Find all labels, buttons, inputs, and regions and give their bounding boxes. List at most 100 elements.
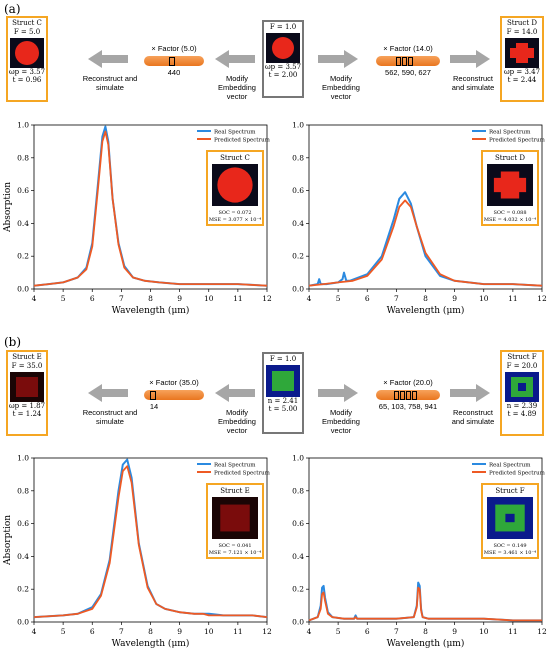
struct-c-factor: F = 5.0	[13, 28, 41, 36]
x-tick-label: 10	[479, 294, 489, 303]
x-tick-label: 8	[423, 294, 428, 303]
x-tick-label: 8	[423, 627, 428, 636]
y-axis-label: Absorption	[3, 182, 13, 233]
chart-struct-f: 4 5 6 7 8 9 10 11 12 0.0 0.2 0.4 0.6 0.8 1.0 Wavelength…	[292, 454, 547, 649]
flow-text-left-inner-b: Modify Embedding vector	[218, 408, 256, 435]
arrow-left-inner-a	[215, 50, 255, 68]
flow-text-left-outer-b: Reconstruct and simulate	[82, 408, 138, 426]
struct-f-title: Struct F	[507, 353, 537, 361]
struct-e-factor: F = 35.0	[11, 362, 43, 370]
flow-text-right-outer-a: Reconstruct and simulate	[451, 74, 495, 92]
y-tick-label: 0.8	[17, 153, 29, 162]
x-tick-label: 6	[90, 294, 95, 303]
chart-struct-c: 4 5 6 7 8 9 10 11 12 0.0 0.2 0.4 0.6 0.8 1.0 Wavelength…	[3, 121, 272, 316]
inset-circle	[217, 167, 253, 203]
struct-base-a-card: F = 1.0 ωp = 3.57 t = 2.00	[262, 20, 304, 98]
legend-entry: Predicted Spectrum	[214, 138, 271, 144]
x-tick-label: 9	[177, 294, 182, 303]
arrow-right-outer-a	[450, 50, 490, 68]
series-line-predicted	[33, 130, 268, 287]
arrow-left-inner-b	[215, 384, 255, 402]
x-axis-label: Wavelength (μm)	[112, 638, 190, 648]
inset-soc: SOC = 0.149	[493, 543, 526, 549]
y-tick-label: 0.2	[292, 585, 304, 594]
x-tick-label: 6	[365, 627, 370, 636]
x-tick-label: 7	[394, 294, 399, 303]
factor-label-left-b: × Factor (35.0)	[149, 378, 199, 387]
x-tick-label: 4	[307, 627, 312, 636]
chart-struct-d: 4 5 6 7 8 9 10 11 12 0.0 0.2 0.4 0.6 0.8 1.0 Wavelength…	[292, 121, 547, 316]
y-tick-label: 0.8	[17, 486, 29, 495]
x-tick-label: 8	[148, 294, 153, 303]
flow-text-right-inner-a: Modify Embedding vector	[322, 74, 360, 101]
flow-text-left-inner-a: Modify Embedding vector	[218, 74, 256, 101]
x-tick-label: 12	[262, 294, 272, 303]
x-axis-label: Wavelength (μm)	[387, 305, 465, 315]
legend-entry: Predicted Spectrum	[489, 138, 546, 144]
inset-mse: MSE = 3.077 × 10⁻⁴	[209, 217, 261, 223]
inset-square	[220, 504, 250, 532]
legend-entry: Real Spectrum	[214, 130, 256, 136]
factor-indices-left-a: 440	[167, 68, 181, 77]
flow-text-right-inner-b: Modify Embedding vector	[322, 408, 360, 435]
factor-label-right-b: × Factor (20.0)	[383, 378, 433, 387]
x-tick-label: 8	[148, 627, 153, 636]
arrow-right-inner-a	[318, 50, 358, 68]
x-axis-label: Wavelength (μm)	[112, 305, 190, 315]
y-tick-label: 0.2	[292, 252, 304, 261]
inset-cross	[493, 171, 527, 199]
series-line-predicted	[308, 586, 542, 622]
arrow-left-outer-b	[88, 384, 128, 402]
struct-base-b-n: n = 2.41	[267, 397, 299, 405]
struct-e-card: Struct E F = 35.0 ωp = 1.87 t = 1.24	[6, 350, 48, 436]
inset-hole	[505, 513, 515, 523]
y-tick-label: 0.0	[292, 618, 304, 627]
factor-bar-right-a	[376, 56, 440, 66]
struct-base-a-factor: F = 1.0	[269, 23, 297, 31]
struct-c-card: Struct C F = 5.0 ωp = 3.57 t = 0.96	[6, 16, 48, 102]
x-tick-label: 11	[233, 294, 243, 303]
struct-d-factor: F = 14.0	[506, 28, 538, 36]
x-tick-label: 7	[119, 627, 124, 636]
struct-base-b-t: t = 5.00	[268, 405, 298, 413]
struct-f-factor: F = 20.0	[506, 362, 538, 370]
inset-title: Struct C	[220, 154, 250, 162]
x-tick-label: 7	[394, 627, 399, 636]
struct-d-omega: ωp = 3.47	[503, 68, 541, 76]
struct-e-title: Struct E	[12, 353, 42, 361]
chart-struct-e: 4 5 6 7 8 9 10 11 12 0.0 0.2 0.4 0.6 0.8 1.0 Wavelength…	[3, 454, 272, 649]
y-tick-label: 0.8	[292, 153, 304, 162]
inset-mse: MSE = 4.032 × 10⁻⁴	[484, 217, 536, 223]
factor-label-left-a: × Factor (5.0)	[151, 44, 197, 53]
x-tick-label: 9	[452, 294, 457, 303]
inset-title: Struct F	[495, 487, 524, 495]
flow-text-left-outer-a: Reconstruct and simulate	[82, 74, 138, 92]
x-tick-label: 10	[204, 294, 214, 303]
y-tick-label: 0.0	[17, 285, 29, 294]
legend-entry: Real Spectrum	[489, 463, 531, 469]
struct-f-t: t = 4.89	[507, 410, 537, 418]
series-line-real	[308, 581, 542, 622]
inset-mse: MSE = 3.461 × 10⁻⁴	[484, 550, 536, 556]
y-tick-label: 1.0	[17, 454, 29, 463]
y-tick-label: 0.0	[292, 285, 304, 294]
legend-entry: Predicted Spectrum	[214, 471, 271, 477]
x-tick-label: 11	[233, 627, 243, 636]
x-tick-label: 10	[479, 627, 489, 636]
factor-bar-right-b	[376, 390, 440, 400]
struct-c-image	[10, 38, 44, 68]
x-tick-label: 12	[537, 627, 547, 636]
legend-entry: Predicted Spectrum	[489, 471, 546, 477]
struct-f-image	[505, 372, 539, 402]
inset-soc: SOC = 0.072	[218, 210, 251, 216]
x-tick-label: 9	[452, 627, 457, 636]
x-tick-label: 11	[508, 294, 518, 303]
x-tick-label: 5	[336, 627, 341, 636]
series-line-predicted	[33, 465, 268, 618]
struct-c-title: Struct C	[12, 19, 42, 27]
y-tick-label: 0.2	[17, 252, 29, 261]
x-tick-label: 6	[365, 294, 370, 303]
struct-base-b-card: F = 1.0 n = 2.41 t = 5.00	[262, 352, 304, 434]
